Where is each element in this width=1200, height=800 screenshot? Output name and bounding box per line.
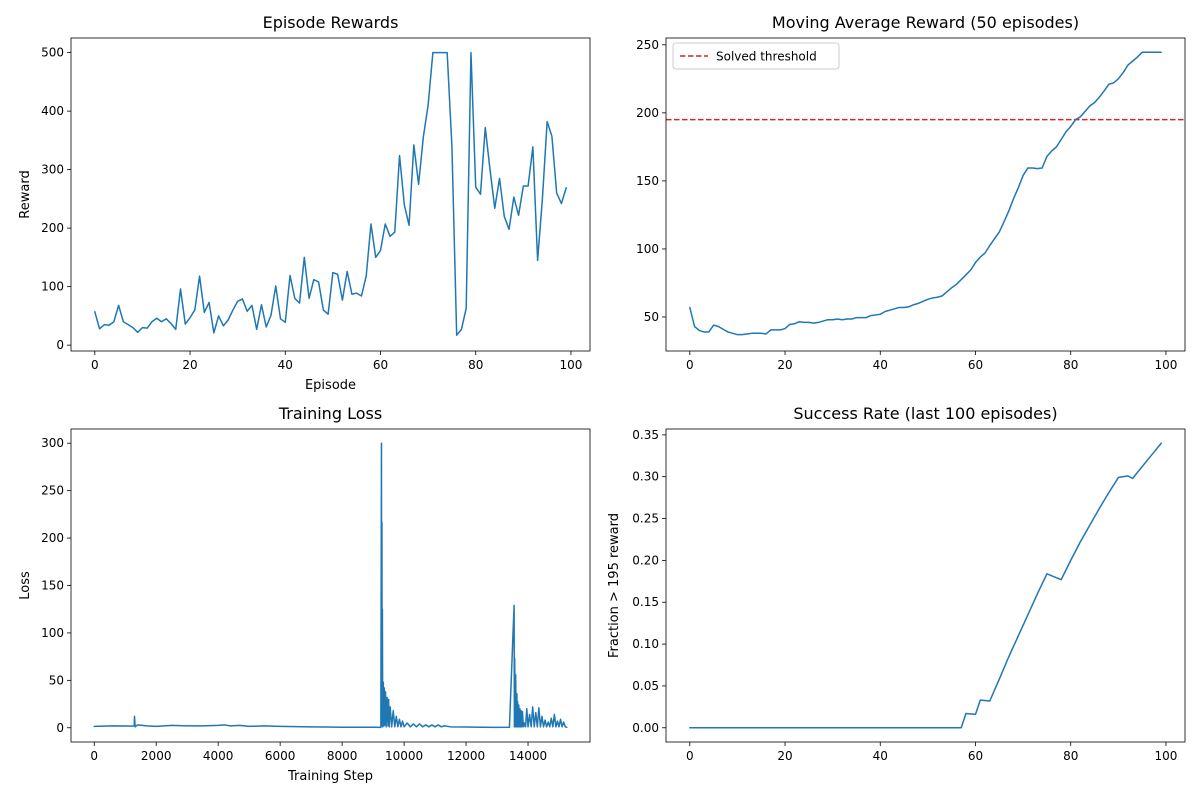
x-tick-label: 80 (1063, 749, 1078, 763)
series-line-1 (689, 51, 1162, 336)
x-tick-label: 20 (182, 358, 197, 372)
y-tick-label: 0.10 (632, 637, 659, 651)
y-tick-label: 0.25 (632, 512, 659, 526)
y-tick-label: 50 (644, 310, 659, 324)
x-tick-label: 4000 (203, 749, 234, 763)
x-axis-label: Training Step (287, 769, 373, 784)
x-tick-label: 10000 (385, 749, 423, 763)
series-line-1 (689, 442, 1162, 729)
x-tick-label: 20 (777, 358, 792, 372)
plot-area (93, 442, 568, 729)
y-axis-label: Fraction > 195 reward (607, 513, 622, 658)
x-tick-label: 100 (560, 358, 583, 372)
x-axis-label: Episode (305, 378, 356, 393)
y-tick-label: 0 (56, 338, 64, 352)
y-tick-label: 200 (41, 531, 64, 545)
y-axis-label: Loss (18, 571, 33, 600)
chart-title: Moving Average Reward (50 episodes) (772, 13, 1079, 32)
axes-frame (665, 37, 1186, 352)
x-tick-label: 6000 (265, 749, 296, 763)
y-tick-label: 0.30 (632, 470, 659, 484)
y-tick-label: 250 (41, 484, 64, 498)
x-tick-label: 100 (1155, 358, 1178, 372)
x-tick-label: 2000 (141, 749, 172, 763)
series-line-1 (93, 442, 568, 729)
y-tick-label: 0.20 (632, 553, 659, 567)
x-tick-label: 40 (873, 358, 888, 372)
x-tick-label: 40 (873, 749, 888, 763)
y-tick-label: 500 (41, 46, 64, 60)
legend-box (672, 42, 840, 70)
y-tick-label: 100 (41, 280, 64, 294)
legend: Solved threshold (672, 42, 840, 70)
y-tick-label: 400 (41, 104, 64, 118)
plot-area (689, 442, 1162, 729)
y-tick-label: 0.00 (632, 721, 659, 735)
y-tick-label: 100 (636, 242, 659, 256)
axes-frame (665, 428, 1186, 743)
x-tick-label: 60 (373, 358, 388, 372)
x-tick-label: 100 (1155, 749, 1178, 763)
y-tick-label: 200 (636, 106, 659, 120)
axes-frame (70, 37, 591, 352)
x-tick-label: 60 (968, 749, 983, 763)
x-tick-label: 0 (91, 358, 99, 372)
x-tick-label: 8000 (327, 749, 358, 763)
y-tick-label: 200 (41, 221, 64, 235)
plot-area (666, 51, 1185, 336)
x-tick-label: 0 (686, 358, 694, 372)
series-line-1 (94, 51, 567, 336)
chart-panel-1: Episode Rewards 0 20 40 60 80 100 0 100 200 300 400… (18, 13, 591, 393)
chart-title: Success Rate (last 100 episodes) (793, 404, 1057, 423)
x-tick-label: 0 (90, 749, 98, 763)
x-tick-label: 12000 (447, 749, 485, 763)
y-tick-label: 0.15 (632, 595, 659, 609)
legend-label: Solved threshold (716, 50, 817, 64)
x-tick-label: 80 (468, 358, 483, 372)
x-tick-label: 14000 (509, 749, 547, 763)
x-tick-label: 40 (278, 358, 293, 372)
y-tick-label: 100 (41, 626, 64, 640)
y-tick-label: 0 (56, 721, 64, 735)
y-tick-label: 150 (41, 579, 64, 593)
y-tick-label: 300 (41, 436, 64, 450)
y-axis-label: Reward (18, 170, 33, 218)
chart-title: Episode Rewards (263, 13, 399, 32)
y-tick-label: 0.35 (632, 428, 659, 442)
y-tick-label: 300 (41, 163, 64, 177)
chart-panel-4: Success Rate (last 100 episodes) 0 20 40 60 8… (607, 404, 1186, 763)
x-tick-label: 60 (968, 358, 983, 372)
y-tick-label: 250 (636, 38, 659, 52)
y-tick-label: 0.05 (632, 679, 659, 693)
x-tick-label: 0 (686, 749, 694, 763)
plot-area (94, 51, 567, 336)
chart-panel-2: Moving Average Reward (50 episodes) 0 20 40… (636, 13, 1186, 372)
axes-frame (70, 428, 591, 743)
y-tick-label: 150 (636, 174, 659, 188)
chart-title: Training Loss (278, 404, 382, 423)
y-tick-label: 50 (49, 673, 64, 687)
x-tick-label: 20 (777, 749, 792, 763)
x-tick-label: 80 (1063, 358, 1078, 372)
